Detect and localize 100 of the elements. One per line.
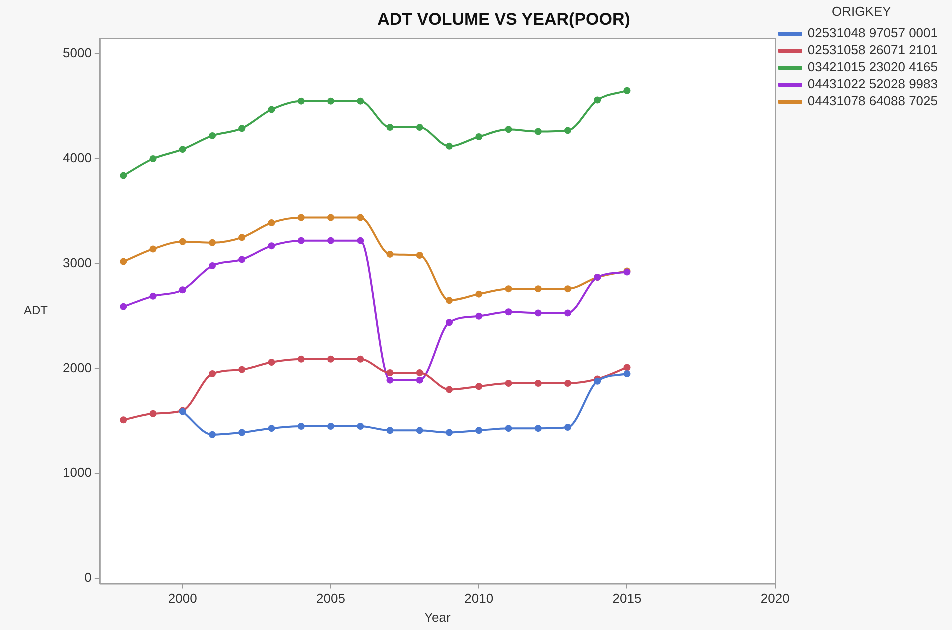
point xyxy=(534,128,542,136)
point xyxy=(624,87,631,94)
point xyxy=(357,356,364,363)
point xyxy=(268,106,276,114)
point xyxy=(238,429,246,436)
point xyxy=(564,310,572,317)
point xyxy=(327,237,334,244)
point xyxy=(534,286,542,293)
point xyxy=(476,133,483,140)
x-tick-label: 2010 xyxy=(464,591,494,606)
point xyxy=(505,126,512,134)
legend-label: 02531058 26071 2101 xyxy=(808,42,938,58)
x-tick-label: 2020 xyxy=(760,591,790,606)
point xyxy=(208,132,216,140)
point xyxy=(327,422,334,430)
point xyxy=(268,219,276,226)
point xyxy=(208,431,216,438)
y-tick-label: 5000 xyxy=(63,46,92,61)
point xyxy=(446,386,453,394)
chart-title: ADT VOLUME VS YEAR(POOR) xyxy=(378,10,630,29)
point xyxy=(268,358,276,366)
point xyxy=(238,256,246,264)
point xyxy=(416,369,424,376)
point xyxy=(298,214,305,222)
legend-label: 04431022 52028 9983 xyxy=(808,76,938,92)
point xyxy=(446,429,453,436)
point xyxy=(505,308,512,316)
x-tick-label: 2000 xyxy=(168,591,198,606)
point xyxy=(150,292,157,300)
point xyxy=(386,427,394,434)
x-tick-label: 2015 xyxy=(612,591,642,606)
point xyxy=(268,242,276,250)
point xyxy=(594,96,602,104)
y-tick-label: 2000 xyxy=(63,360,92,376)
point xyxy=(564,286,572,293)
point xyxy=(624,370,631,378)
y-tick-label: 0 xyxy=(84,570,92,586)
point xyxy=(357,422,364,430)
point xyxy=(120,172,128,180)
point xyxy=(298,98,305,105)
point xyxy=(150,410,157,418)
point xyxy=(446,142,453,150)
point xyxy=(357,214,364,222)
point xyxy=(357,98,364,105)
point xyxy=(327,98,334,105)
point xyxy=(534,425,542,432)
point xyxy=(327,214,334,222)
x-axis-title: Year xyxy=(424,610,452,625)
point xyxy=(624,364,631,372)
point xyxy=(505,425,512,432)
point xyxy=(208,370,216,378)
legend-label: 04431078 64088 7025 xyxy=(808,94,938,109)
point xyxy=(298,422,305,430)
point xyxy=(476,290,483,298)
point xyxy=(534,380,542,387)
point xyxy=(120,303,128,310)
point xyxy=(150,246,157,253)
legend-label: 02531048 97057 0001 xyxy=(808,26,938,41)
point xyxy=(564,127,572,134)
y-tick-label: 3000 xyxy=(63,255,92,270)
legend-label: 03421015 23020 4165 xyxy=(808,60,938,75)
point xyxy=(179,146,186,154)
point xyxy=(505,286,512,293)
point xyxy=(238,234,246,242)
legend-title: ORIGKEY xyxy=(832,4,892,20)
point xyxy=(327,356,334,363)
y-tick-label: 1000 xyxy=(63,465,92,480)
point xyxy=(476,427,483,434)
y-axis-title: ADT xyxy=(24,303,49,318)
point xyxy=(120,258,128,266)
point xyxy=(564,424,572,432)
point xyxy=(179,238,186,246)
point xyxy=(357,237,364,244)
point xyxy=(208,262,216,270)
point xyxy=(268,425,276,432)
point xyxy=(179,286,186,294)
point xyxy=(505,380,512,387)
point xyxy=(298,356,305,363)
point xyxy=(238,366,246,374)
point xyxy=(298,237,305,244)
point xyxy=(386,250,394,258)
point xyxy=(416,376,424,384)
point xyxy=(564,380,572,387)
point xyxy=(386,369,394,376)
point xyxy=(534,310,542,317)
point xyxy=(446,319,453,326)
point xyxy=(238,125,246,132)
point xyxy=(416,124,424,132)
point xyxy=(416,252,424,260)
point xyxy=(150,156,157,163)
point xyxy=(446,297,453,304)
point xyxy=(476,312,483,320)
point xyxy=(476,383,483,390)
x-tick-label: 2005 xyxy=(316,591,346,606)
point xyxy=(120,416,128,424)
point xyxy=(208,239,216,246)
point xyxy=(386,124,394,132)
point xyxy=(386,376,394,384)
point xyxy=(416,427,424,434)
y-tick-label: 4000 xyxy=(63,150,92,166)
